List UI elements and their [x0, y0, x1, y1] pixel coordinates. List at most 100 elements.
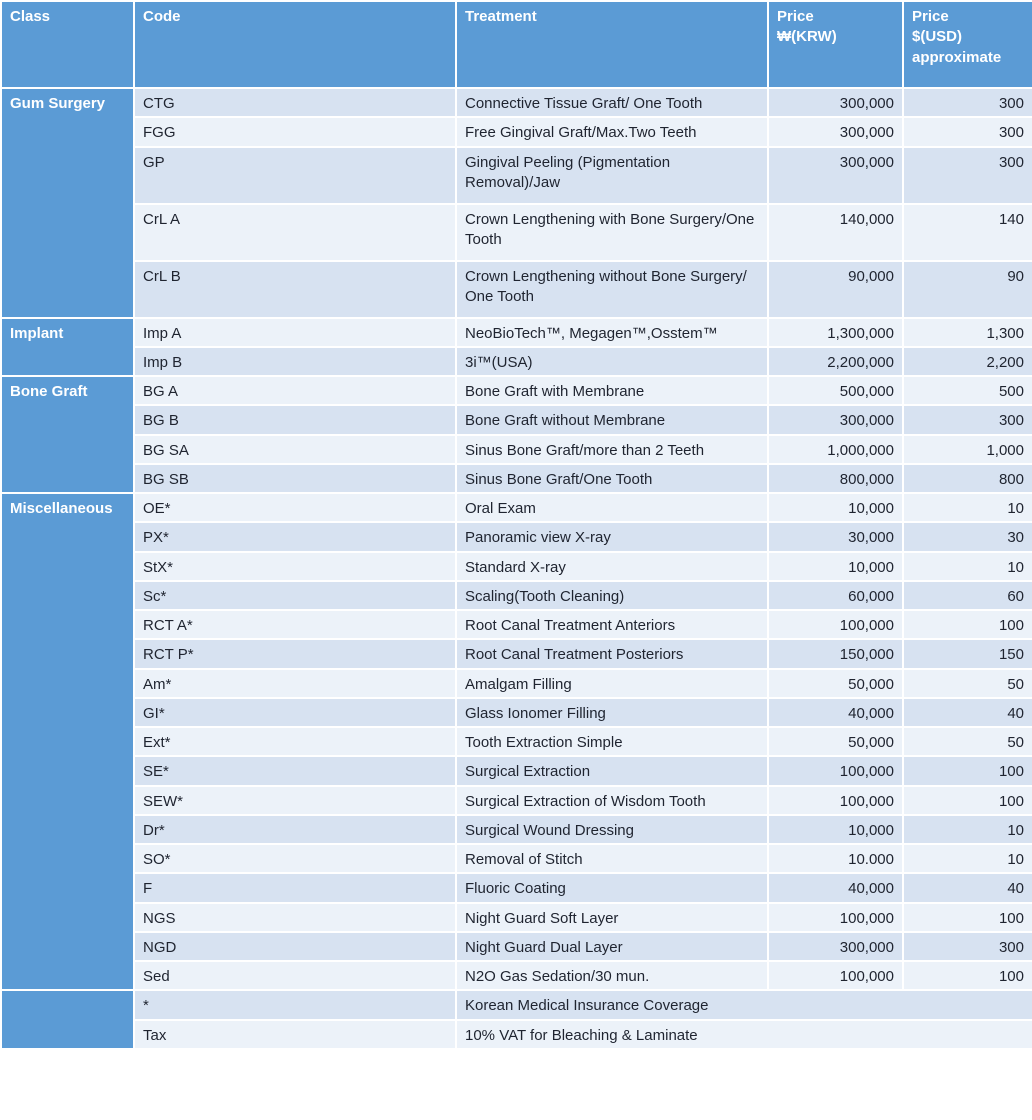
price-krw-cell: 1,300,000 [767, 316, 904, 348]
code-cell: PX* [133, 521, 457, 553]
table-row: Imp B 3i™(USA) 2,200,000 2,200 [1, 345, 1032, 378]
code-cell: BG SB [133, 462, 457, 495]
table-row: Implant Imp A NeoBioTech™, Megagen™,Osstem… [0, 316, 1032, 377]
price-krw-cell: 60,000 [767, 579, 904, 612]
price-krw-cell: 40,000 [767, 872, 904, 904]
code-cell: NGS [133, 901, 457, 933]
treatment-cell: Standard X-ray [455, 550, 769, 582]
table-row: Bone Graft BG A Bone Graft with Membrane 50… [0, 374, 1032, 494]
header-class: Class [0, 0, 135, 89]
price-krw-cell: 40,000 [767, 696, 904, 729]
price-usd-cell: 1,300 [902, 316, 1032, 348]
class-cell [0, 989, 135, 1050]
code-cell: FGG [133, 116, 457, 148]
header-row: Class Code Treatment Price ₩(KRW) Price … [0, 0, 1032, 89]
price-usd-cell: 300 [902, 86, 1032, 119]
price-krw-cell: 10,000 [767, 813, 904, 846]
treatment-cell: Night Guard Dual Layer [455, 930, 769, 963]
price-krw-cell: 50,000 [767, 725, 904, 758]
price-krw-cell: 500,000 [767, 374, 904, 407]
code-cell: Sed [133, 959, 457, 992]
code-cell: NGD [133, 930, 457, 963]
header-treatment: Treatment [455, 0, 769, 89]
table-row: GP Gingival Peeling (Pigmentation Removal… [1, 145, 1032, 205]
treatment-cell: 3i™(USA) [455, 345, 769, 378]
price-usd-cell: 90 [902, 259, 1032, 319]
treatment-cell: Crown Lengthening without Bone Surgery/ … [455, 259, 769, 319]
price-krw-cell: 100,000 [767, 901, 904, 933]
table-row: SE* Surgical Extraction 100,000 100 [1, 755, 1032, 787]
table-row: SEW* Surgical Extraction of Wisdom Tooth 1… [1, 784, 1032, 816]
code-cell: Ext* [133, 725, 457, 758]
price-krw-cell: 800,000 [767, 462, 904, 495]
code-cell: * [133, 989, 457, 1021]
price-krw-cell: 10,000 [767, 491, 904, 524]
code-cell: Tax [133, 1018, 457, 1050]
table-row: NGS Night Guard Soft Layer 100,000 100 [1, 901, 1032, 933]
table-row: BG B Bone Graft without Membrane 300,000 30… [1, 404, 1032, 436]
treatment-cell: Panoramic view X-ray [455, 521, 769, 553]
treatment-cell: Oral Exam [455, 491, 769, 524]
table-row: SO* Removal of Stitch 10.000 10 [1, 842, 1032, 875]
price-krw-cell: 300,000 [767, 404, 904, 436]
table-row: PX* Panoramic view X-ray 30,000 30 [1, 521, 1032, 553]
treatment-cell: Connective Tissue Graft/ One Tooth [455, 86, 769, 119]
price-krw-cell: 10,000 [767, 550, 904, 582]
table-row: Sed N2O Gas Sedation/30 mun. 100,000 100 [1, 959, 1032, 992]
price-usd-cell: 300 [902, 404, 1032, 436]
price-usd-cell: 2,200 [902, 345, 1032, 378]
code-cell: F [133, 872, 457, 904]
price-krw-cell: 100,000 [767, 959, 904, 992]
price-krw-cell: 100,000 [767, 784, 904, 816]
table-row: NGD Night Guard Dual Layer 300,000 300 [1, 930, 1032, 963]
code-cell: OE* [133, 491, 457, 524]
class-cell: Bone Graft [0, 375, 135, 494]
table-body: Gum Surgery CTG Connective Tissue Graft/ O… [0, 86, 1032, 1050]
code-cell: SO* [133, 842, 457, 875]
treatment-cell: Bone Graft without Membrane [455, 404, 769, 436]
code-cell: Dr* [133, 813, 457, 846]
treatment-cell: Surgical Extraction of Wisdom Tooth [455, 784, 769, 816]
class-cell: Gum Surgery [0, 87, 135, 319]
price-krw-cell: 300,000 [767, 116, 904, 148]
table-row: Dr* Surgical Wound Dressing 10,000 10 [1, 813, 1032, 846]
treatment-cell: Scaling(Tooth Cleaning) [455, 579, 769, 612]
treatment-cell: Tooth Extraction Simple [455, 725, 769, 758]
table-row: Tax 10% VAT for Bleaching & Laminate [1, 1018, 1032, 1050]
code-cell: GI* [133, 696, 457, 729]
price-usd-cell: 1,000 [902, 433, 1032, 465]
header-price-usd: Price $(USD) approximate [902, 0, 1032, 89]
price-usd-cell: 40 [902, 696, 1032, 729]
treatment-cell: Night Guard Soft Layer [455, 901, 769, 933]
price-usd-cell: 60 [902, 579, 1032, 612]
table-row: CrL B Crown Lengthening without Bone Surg… [1, 259, 1032, 319]
treatment-cell: Root Canal Treatment Posteriors [455, 638, 769, 670]
treatment-cell: Removal of Stitch [455, 842, 769, 875]
code-cell: CrL B [133, 259, 457, 319]
treatment-cell: Free Gingival Graft/Max.Two Teeth [455, 116, 769, 148]
code-cell: StX* [133, 550, 457, 582]
treatment-cell: Root Canal Treatment Anteriors [455, 608, 769, 641]
code-cell: Sc* [133, 579, 457, 612]
price-usd-cell: 40 [902, 872, 1032, 904]
price-usd-cell: 300 [902, 116, 1032, 148]
price-krw-cell: 90,000 [767, 259, 904, 319]
price-usd-cell: 100 [902, 608, 1032, 641]
treatment-cell: Korean Medical Insurance Coverage [455, 989, 1032, 1021]
treatment-cell: Sinus Bone Graft/One Tooth [455, 462, 769, 495]
code-cell: Imp A [133, 316, 457, 348]
treatment-cell: Gingival Peeling (Pigmentation Removal)/… [455, 145, 769, 205]
class-cell: Implant [0, 316, 135, 377]
treatment-cell: Surgical Wound Dressing [455, 813, 769, 846]
treatment-cell: NeoBioTech™, Megagen™,Osstem™ [455, 316, 769, 348]
treatment-cell: Glass Ionomer Filling [455, 696, 769, 729]
price-krw-cell: 2,200,000 [767, 345, 904, 378]
price-krw-cell: 30,000 [767, 521, 904, 553]
code-cell: Am* [133, 667, 457, 699]
treatment-cell: Surgical Extraction [455, 755, 769, 787]
treatment-cell: Sinus Bone Graft/more than 2 Teeth [455, 433, 769, 465]
table-row: Am* Amalgam Filling 50,000 50 [1, 667, 1032, 699]
price-usd-cell: 100 [902, 755, 1032, 787]
class-cell: Miscellaneous [0, 491, 135, 992]
price-usd-cell: 10 [902, 491, 1032, 524]
